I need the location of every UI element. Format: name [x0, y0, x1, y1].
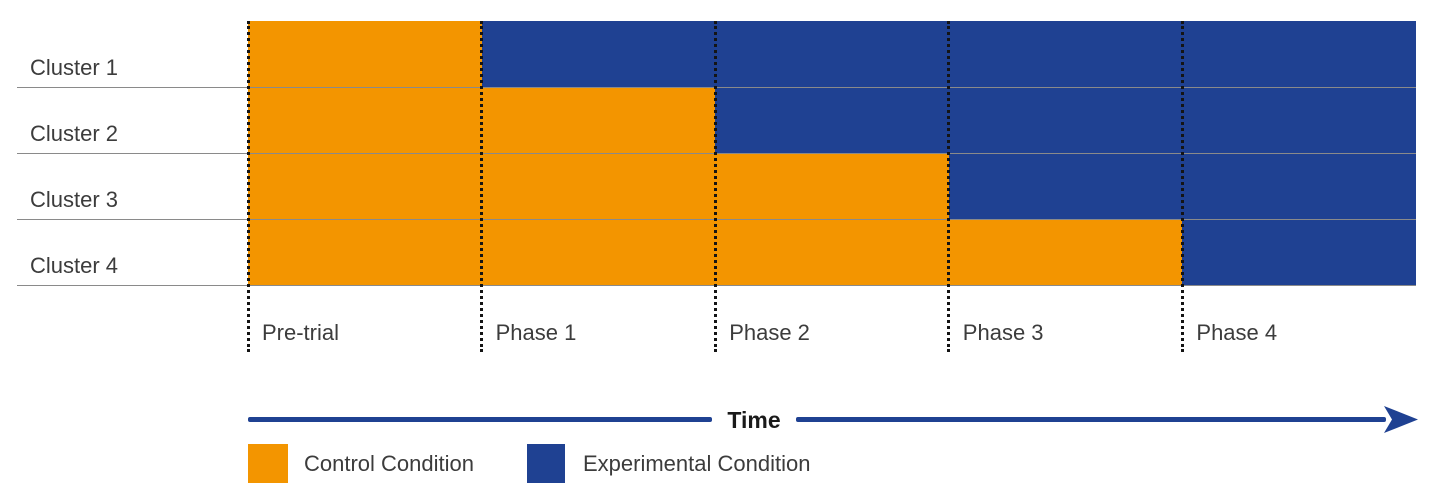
legend-label-experimental: Experimental Condition: [583, 451, 811, 476]
cell-cluster-1-pre-trial: [248, 21, 483, 88]
cell-cluster-2-phase-4: [1182, 87, 1417, 154]
legend-swatch-experimental: [527, 444, 565, 483]
cell-cluster-4-phase-3: [948, 219, 1183, 286]
cell-cluster-3-phase-4: [1182, 153, 1417, 220]
cell-cluster-4-pre-trial: [248, 219, 483, 286]
cell-cluster-3-phase-1: [481, 153, 716, 220]
time-axis-label: Time: [727, 407, 781, 433]
phase-label-phase-1: Phase 1: [495, 320, 577, 345]
row-label-cluster-3: Cluster 3: [30, 187, 119, 212]
phase-divider-2: [480, 21, 484, 352]
phase-label-phase-2: Phase 2: [729, 320, 810, 345]
cell-cluster-1-phase-3: [948, 21, 1183, 88]
row-label-cluster-1: Cluster 1: [30, 55, 119, 80]
cell-cluster-4-phase-2: [715, 219, 950, 286]
phase-divider-1: [246, 21, 250, 352]
legend-label-control: Control Condition: [304, 451, 474, 476]
legend-swatch-control: [248, 444, 288, 483]
phase-label-pre-trial: Pre-trial: [262, 320, 340, 345]
phase-divider-5: [1180, 21, 1184, 352]
time-axis-line-left: [248, 417, 712, 422]
cell-cluster-3-pre-trial: [248, 153, 483, 220]
cell-cluster-1-phase-4: [1182, 21, 1417, 88]
phase-label-phase-4: Phase 4: [1196, 320, 1278, 345]
cell-cluster-3-phase-3: [948, 153, 1183, 220]
cell-cluster-2-phase-3: [948, 87, 1183, 154]
phase-divider-4: [947, 21, 951, 352]
cell-cluster-2-phase-2: [715, 87, 950, 154]
phase-divider-3: [713, 21, 717, 352]
phase-label-phase-3: Phase 3: [962, 320, 1044, 345]
cell-cluster-1-phase-1: [481, 21, 716, 88]
time-axis-line-right: [796, 417, 1386, 422]
row-label-cluster-2: Cluster 2: [30, 121, 119, 146]
cell-cluster-2-pre-trial: [248, 87, 483, 154]
cell-cluster-4-phase-1: [481, 219, 716, 286]
arrow-right-icon: [1384, 406, 1418, 433]
cell-cluster-4-phase-4: [1182, 219, 1417, 286]
cell-cluster-1-phase-2: [715, 21, 950, 88]
cell-cluster-2-phase-1: [481, 87, 716, 154]
cell-cluster-3-phase-2: [715, 153, 950, 220]
row-label-cluster-4: Cluster 4: [30, 253, 119, 278]
